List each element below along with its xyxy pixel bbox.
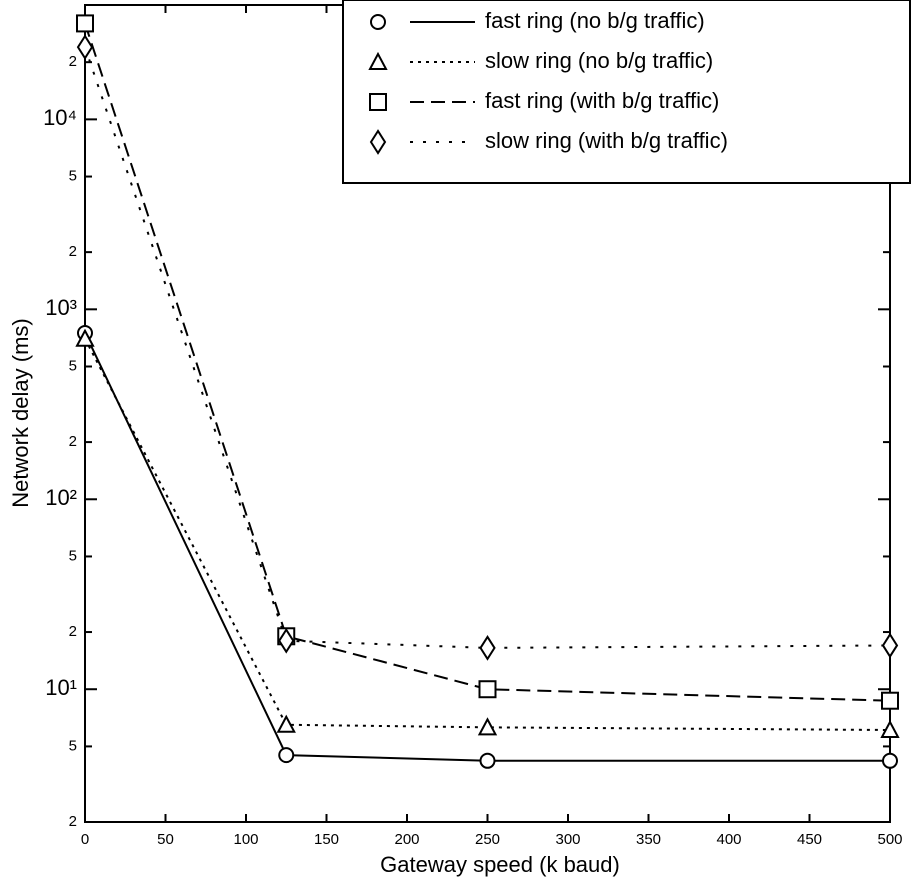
x-tick-label: 100 bbox=[233, 831, 258, 848]
marker bbox=[76, 14, 94, 33]
y-tick-label: 5 bbox=[69, 357, 77, 374]
x-tick-label: 500 bbox=[877, 831, 902, 848]
marker bbox=[75, 328, 95, 347]
marker bbox=[881, 632, 899, 659]
y-tick-label: 5 bbox=[69, 737, 77, 754]
marker bbox=[479, 635, 496, 661]
y-tick-label: 2 bbox=[69, 53, 77, 70]
x-tick-label: 200 bbox=[394, 831, 419, 848]
y-axis-label: Network delay (ms) bbox=[8, 318, 33, 507]
x-tick-label: 0 bbox=[81, 831, 89, 848]
legend-box bbox=[342, 0, 911, 184]
y-tick-label: 2 bbox=[69, 813, 77, 830]
marker bbox=[368, 51, 388, 70]
marker bbox=[881, 691, 899, 710]
y-tick-label: 5 bbox=[69, 168, 77, 185]
y-tick-label: 10² bbox=[45, 485, 77, 510]
marker bbox=[76, 34, 94, 61]
y-tick-label: 2 bbox=[69, 433, 77, 450]
y-tick-label: 10⁴ bbox=[43, 105, 77, 130]
x-tick-label: 250 bbox=[475, 831, 500, 848]
marker bbox=[882, 752, 898, 769]
legend-label: fast ring (with b/g traffic) bbox=[485, 88, 719, 113]
marker bbox=[477, 717, 498, 736]
x-tick-label: 50 bbox=[157, 831, 174, 848]
y-tick-label: 2 bbox=[69, 243, 77, 260]
marker bbox=[479, 752, 496, 769]
series-line bbox=[84, 46, 891, 649]
marker bbox=[276, 714, 296, 733]
x-axis-label: Gateway speed (k baud) bbox=[380, 852, 620, 877]
y-tick-label: 2 bbox=[69, 623, 77, 640]
series-line bbox=[84, 23, 891, 702]
marker bbox=[880, 719, 900, 739]
series-line bbox=[84, 338, 891, 732]
y-tick-label: 5 bbox=[69, 547, 77, 564]
y-tick-label: 10¹ bbox=[45, 675, 77, 700]
legend-label: slow ring (no b/g traffic) bbox=[485, 48, 713, 73]
marker bbox=[370, 14, 386, 30]
x-tick-label: 150 bbox=[314, 831, 339, 848]
marker bbox=[278, 747, 295, 764]
marker bbox=[369, 93, 387, 111]
marker bbox=[369, 129, 387, 155]
legend-label: slow ring (with b/g traffic) bbox=[485, 128, 728, 153]
marker bbox=[278, 627, 295, 654]
marker bbox=[478, 680, 497, 699]
x-tick-label: 450 bbox=[797, 831, 822, 848]
x-tick-label: 400 bbox=[716, 831, 741, 848]
y-tick-label: 10³ bbox=[45, 295, 77, 320]
x-tick-label: 350 bbox=[636, 831, 661, 848]
x-tick-label: 300 bbox=[555, 831, 580, 848]
legend-label: fast ring (no b/g traffic) bbox=[485, 8, 705, 33]
series-line bbox=[84, 332, 890, 762]
